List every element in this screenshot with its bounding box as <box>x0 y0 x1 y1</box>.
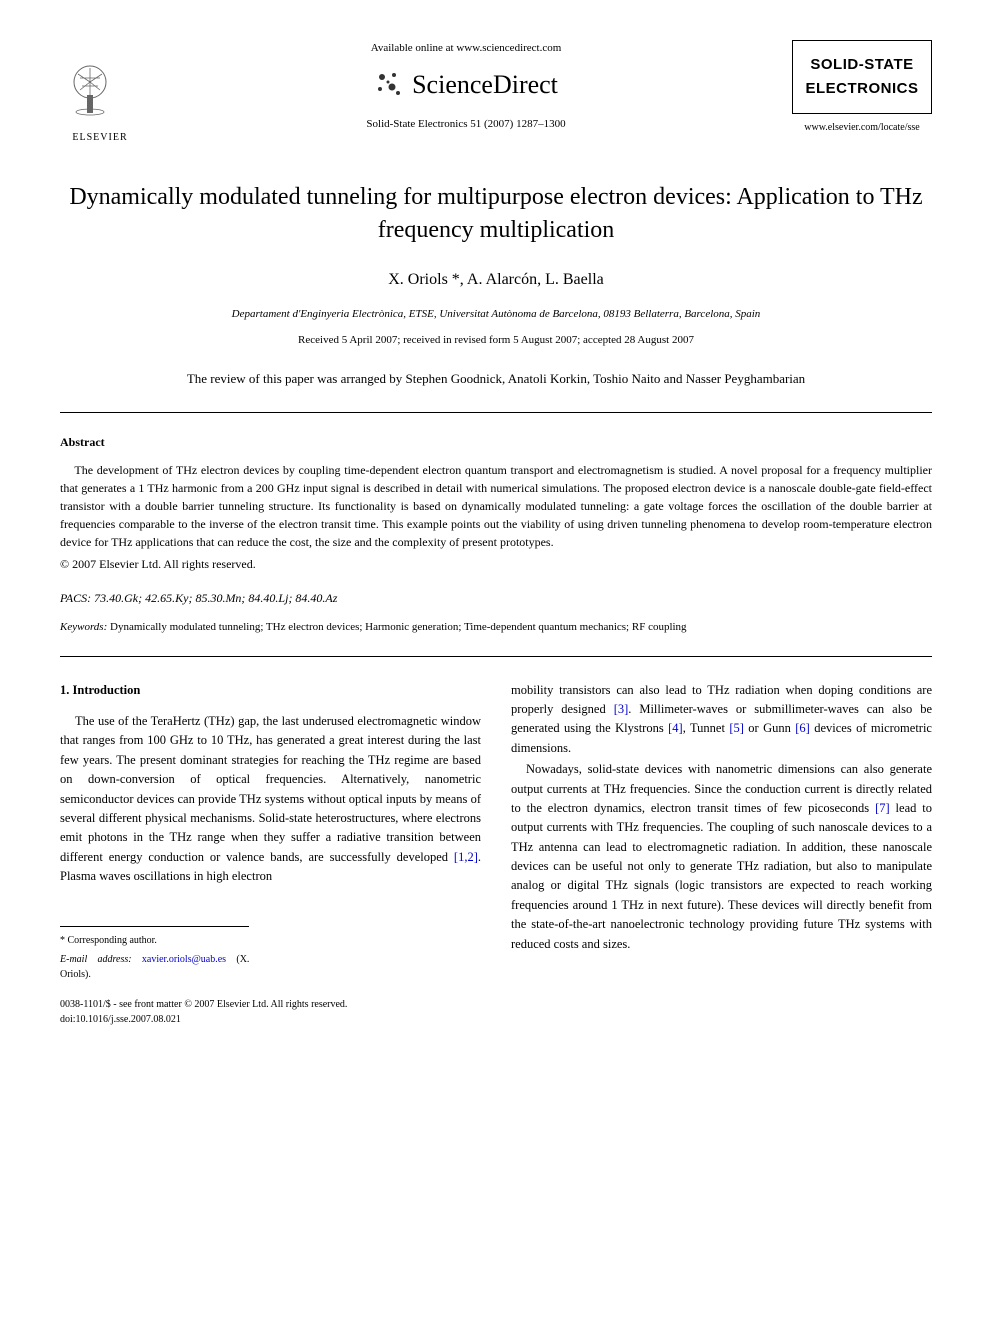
sciencedirect-text: ScienceDirect <box>412 65 558 104</box>
doi-line: doi:10.1016/j.sse.2007.08.021 <box>60 1012 481 1028</box>
corresponding-author-note: * Corresponding author. <box>60 933 249 949</box>
col2-p2-b: lead to output currents with THz frequen… <box>511 801 932 951</box>
footnotes-block: * Corresponding author. E-mail address: … <box>60 926 249 983</box>
col2-p1-d: or Gunn <box>744 721 795 735</box>
column-left: 1. Introduction The use of the TeraHertz… <box>60 681 481 1028</box>
keywords-text: Dynamically modulated tunneling; THz ele… <box>107 621 686 633</box>
front-matter-line: 0038-1101/$ - see front matter © 2007 El… <box>60 997 481 1013</box>
col1-p1-text: The use of the TeraHertz (THz) gap, the … <box>60 714 481 864</box>
intro-paragraph-1: The use of the TeraHertz (THz) gap, the … <box>60 712 481 886</box>
ref-link-4[interactable]: [4] <box>668 721 683 735</box>
journal-name-line1: SOLID-STATE <box>801 53 923 77</box>
email-line: E-mail address: xavier.oriols@uab.es (X.… <box>60 952 249 983</box>
email-label: E-mail address: <box>60 954 132 965</box>
elsevier-tree-icon <box>60 60 120 120</box>
abstract-heading: Abstract <box>60 433 932 451</box>
header-row: ELSEVIER Available online at www.science… <box>60 40 932 145</box>
divider-top <box>60 412 932 413</box>
ref-link-7[interactable]: [7] <box>875 801 890 815</box>
col2-p1-c: , Tunnet <box>683 721 730 735</box>
sciencedirect-icon <box>374 69 404 99</box>
author-email[interactable]: xavier.oriols@uab.es <box>132 954 226 965</box>
ref-link-5[interactable]: [5] <box>729 721 744 735</box>
elsevier-label: ELSEVIER <box>60 130 140 145</box>
section-1-heading: 1. Introduction <box>60 681 481 700</box>
keywords-label: Keywords: <box>60 621 107 633</box>
journal-box-wrapper: SOLID-STATE ELECTRONICS www.elsevier.com… <box>792 40 932 135</box>
abstract-body: The development of THz electron devices … <box>60 461 932 551</box>
submission-dates: Received 5 April 2007; received in revis… <box>60 332 932 349</box>
paper-title: Dynamically modulated tunneling for mult… <box>60 181 932 248</box>
journal-title-box: SOLID-STATE ELECTRONICS <box>792 40 932 114</box>
available-online-text: Available online at www.sciencedirect.co… <box>160 40 772 57</box>
affiliation: Departament d'Enginyeria Electrònica, ET… <box>60 306 932 323</box>
bottom-info: 0038-1101/$ - see front matter © 2007 El… <box>60 997 481 1028</box>
ref-link-1-2[interactable]: [1,2] <box>454 850 478 864</box>
journal-reference: Solid-State Electronics 51 (2007) 1287–1… <box>160 116 772 133</box>
pacs-codes: 73.40.Gk; 42.65.Ky; 85.30.Mn; 84.40.Lj; … <box>91 591 337 605</box>
authors-line: X. Oriols *, A. Alarcón, L. Baella <box>60 268 932 292</box>
col2-paragraph-1: mobility transistors can also lead to TH… <box>511 681 932 759</box>
abstract-copyright: © 2007 Elsevier Ltd. All rights reserved… <box>60 555 932 573</box>
col2-paragraph-2: Nowadays, solid-state devices with nanom… <box>511 760 932 954</box>
ref-link-3[interactable]: [3] <box>614 702 629 716</box>
pacs-label: PACS: <box>60 591 91 605</box>
elsevier-logo-block: ELSEVIER <box>60 40 140 145</box>
column-right: mobility transistors can also lead to TH… <box>511 681 932 1028</box>
ref-link-6[interactable]: [6] <box>795 721 810 735</box>
journal-name-line2: ELECTRONICS <box>801 77 923 101</box>
sciencedirect-logo: ScienceDirect <box>160 65 772 104</box>
body-columns: 1. Introduction The use of the TeraHertz… <box>60 681 932 1028</box>
journal-url: www.elsevier.com/locate/sse <box>792 120 932 135</box>
keywords-line: Keywords: Dynamically modulated tunnelin… <box>60 619 932 636</box>
pacs-line: PACS: 73.40.Gk; 42.65.Ky; 85.30.Mn; 84.4… <box>60 589 932 607</box>
col2-p2-a: Nowadays, solid-state devices with nanom… <box>511 762 932 815</box>
review-note: The review of this paper was arranged by… <box>60 369 932 389</box>
center-header: Available online at www.sciencedirect.co… <box>140 40 792 132</box>
divider-bottom <box>60 656 932 657</box>
